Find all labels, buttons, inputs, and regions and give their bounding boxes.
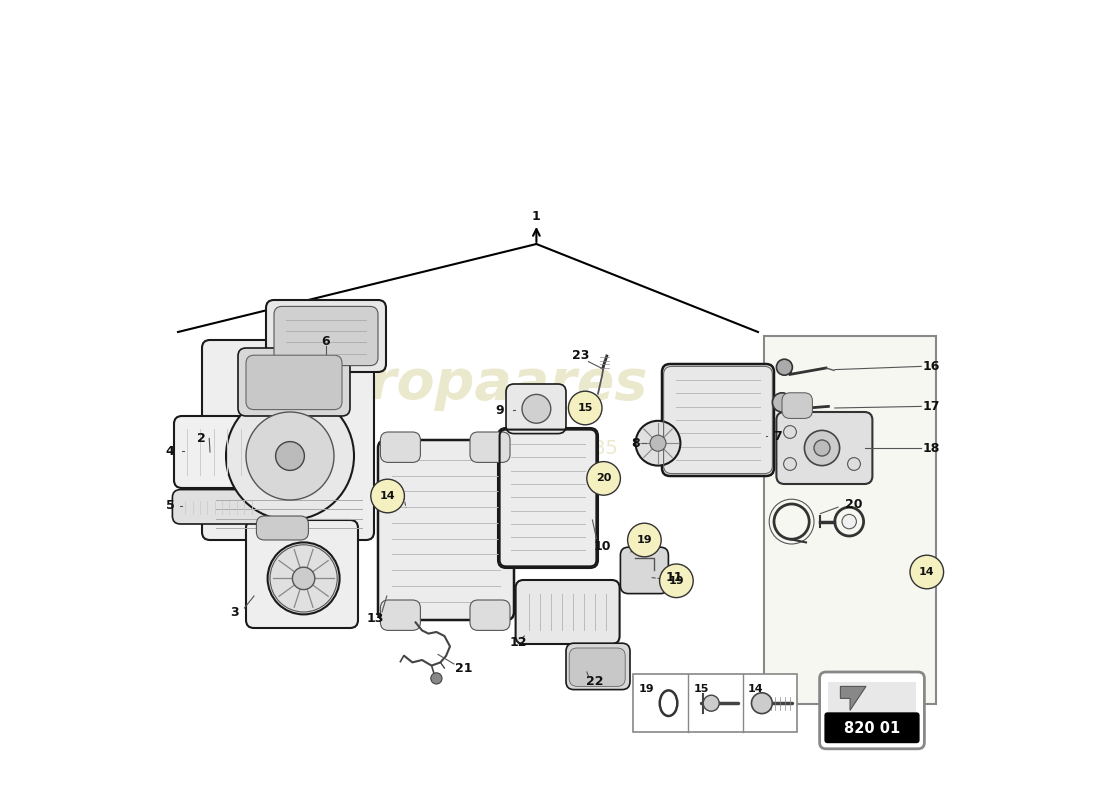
FancyBboxPatch shape [173, 490, 264, 524]
Text: 11: 11 [666, 571, 683, 584]
Circle shape [910, 555, 944, 589]
Circle shape [628, 523, 661, 557]
Text: 14: 14 [379, 491, 395, 501]
Text: europaares: europaares [293, 357, 648, 411]
Circle shape [660, 564, 693, 598]
Text: 6: 6 [321, 335, 330, 348]
FancyBboxPatch shape [662, 364, 774, 476]
Bar [634, 674, 798, 732]
Text: 22: 22 [586, 675, 604, 688]
Text: 10: 10 [594, 540, 612, 553]
Circle shape [772, 393, 792, 412]
FancyBboxPatch shape [506, 384, 566, 434]
Circle shape [246, 412, 334, 500]
Text: 8: 8 [631, 437, 640, 450]
FancyBboxPatch shape [238, 348, 350, 416]
Text: 3: 3 [231, 606, 239, 619]
FancyBboxPatch shape [256, 516, 308, 540]
FancyBboxPatch shape [777, 412, 872, 484]
Text: 2: 2 [197, 432, 206, 445]
Circle shape [431, 673, 442, 684]
Circle shape [650, 435, 666, 451]
FancyBboxPatch shape [274, 306, 378, 366]
FancyBboxPatch shape [470, 432, 510, 462]
Text: 14: 14 [918, 567, 935, 577]
FancyBboxPatch shape [202, 340, 374, 540]
Text: 5: 5 [166, 499, 175, 512]
FancyBboxPatch shape [824, 712, 920, 743]
FancyBboxPatch shape [498, 428, 598, 568]
Circle shape [276, 442, 305, 470]
Text: 23: 23 [572, 350, 590, 362]
FancyBboxPatch shape [174, 416, 294, 488]
Circle shape [842, 514, 857, 529]
Text: 19: 19 [639, 684, 654, 694]
Text: a passion for parts since 1985: a passion for parts since 1985 [322, 438, 617, 458]
FancyBboxPatch shape [470, 600, 510, 630]
Text: 13: 13 [367, 612, 384, 625]
Bar [764, 336, 936, 704]
Circle shape [751, 693, 772, 714]
FancyBboxPatch shape [381, 600, 420, 630]
FancyBboxPatch shape [266, 300, 386, 372]
Text: 19: 19 [669, 576, 684, 586]
Circle shape [777, 359, 792, 375]
Bar [828, 682, 915, 715]
Text: 1: 1 [532, 210, 541, 222]
FancyBboxPatch shape [381, 432, 420, 462]
Circle shape [636, 421, 681, 466]
Text: 20: 20 [845, 498, 862, 510]
Text: 15: 15 [693, 684, 708, 694]
Text: 15: 15 [578, 403, 593, 413]
FancyBboxPatch shape [782, 393, 813, 418]
Circle shape [814, 440, 830, 456]
Circle shape [804, 430, 839, 466]
Circle shape [226, 392, 354, 520]
Circle shape [267, 542, 340, 614]
Text: 21: 21 [455, 662, 472, 674]
Text: 4: 4 [166, 445, 175, 458]
Circle shape [848, 458, 860, 470]
Text: 7: 7 [773, 430, 782, 442]
Text: 16: 16 [923, 360, 940, 373]
FancyBboxPatch shape [246, 355, 342, 410]
Circle shape [569, 391, 602, 425]
Circle shape [522, 394, 551, 423]
FancyBboxPatch shape [566, 643, 630, 690]
Circle shape [703, 695, 719, 711]
FancyBboxPatch shape [620, 547, 669, 594]
Text: 9: 9 [495, 404, 504, 417]
FancyBboxPatch shape [820, 672, 924, 749]
Text: 14: 14 [748, 684, 763, 694]
Circle shape [586, 462, 620, 495]
Circle shape [783, 426, 796, 438]
Text: 19: 19 [637, 535, 652, 545]
FancyBboxPatch shape [378, 440, 514, 620]
Text: 18: 18 [923, 442, 940, 454]
FancyBboxPatch shape [516, 580, 619, 644]
Text: 20: 20 [596, 474, 612, 483]
Text: 17: 17 [923, 400, 940, 413]
FancyBboxPatch shape [246, 520, 358, 628]
FancyBboxPatch shape [569, 648, 625, 686]
Circle shape [783, 458, 796, 470]
Polygon shape [840, 686, 866, 710]
Circle shape [371, 479, 405, 513]
Text: 12: 12 [509, 636, 527, 649]
Text: 820 01: 820 01 [844, 722, 900, 737]
Circle shape [293, 567, 315, 590]
